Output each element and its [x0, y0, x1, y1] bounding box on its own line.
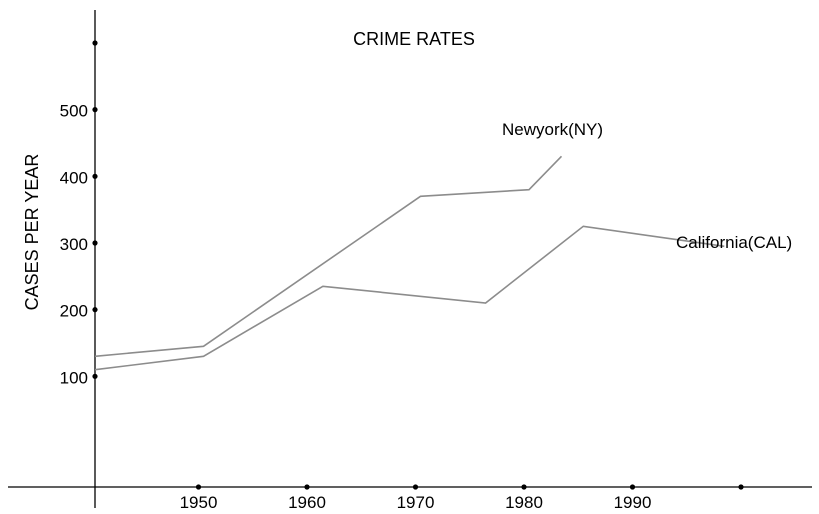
- x-axis-ticks: 1950 1960 1970 1980 1990: [180, 484, 744, 512]
- x-tick-dot: [738, 484, 744, 490]
- y-tick-label: 100: [60, 368, 88, 387]
- series-label-california: California(CAL): [676, 233, 792, 252]
- x-tick-dot: [412, 484, 419, 490]
- y-tick-label: 200: [60, 302, 88, 321]
- y-tick-dot: [92, 240, 98, 246]
- y-tick-dot: [92, 307, 98, 313]
- x-tick-dot: [304, 484, 310, 490]
- series-label-newyork: Newyork(NY): [502, 120, 603, 139]
- y-tick-dot: [92, 173, 98, 179]
- series-line-newyork: [94, 155, 563, 358]
- y-axis-ticks: 100 200 300 400 500: [60, 40, 98, 387]
- y-tick-label: 500: [60, 102, 88, 121]
- x-tick-dot: [195, 484, 202, 490]
- y-tick-dot: [92, 107, 98, 113]
- y-tick-label: 300: [60, 235, 88, 254]
- x-tick-label: 1980: [505, 493, 543, 512]
- axes: [8, 10, 812, 508]
- x-tick-dot: [629, 484, 636, 490]
- x-tick-label: 1960: [288, 493, 326, 512]
- y-axis-label: CASES PER YEAR: [22, 154, 42, 311]
- y-tick-dot: [92, 373, 98, 379]
- x-tick-label: 1970: [397, 493, 435, 512]
- x-tick-label: 1990: [614, 493, 652, 512]
- y-tick-label: 400: [60, 168, 88, 187]
- x-tick-label: 1950: [180, 493, 218, 512]
- y-tick-dot: [92, 40, 98, 46]
- chart-title: CRIME RATES: [353, 29, 475, 49]
- x-tick-dot: [521, 484, 527, 490]
- series-line-california: [94, 225, 725, 371]
- series-layer: [94, 155, 725, 371]
